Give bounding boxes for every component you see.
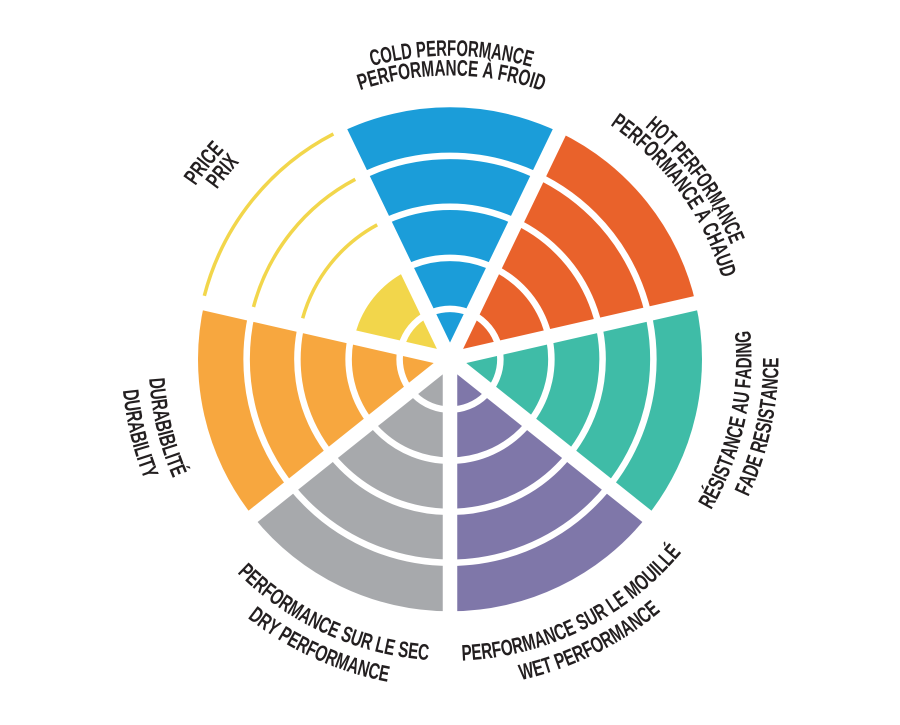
svg-text:M: M	[420, 57, 435, 82]
svg-text:D: D	[117, 388, 143, 402]
svg-text:C: C	[456, 57, 468, 82]
svg-text:R: R	[480, 639, 494, 665]
svg-text:U: U	[730, 390, 756, 404]
svg-text:I: I	[127, 439, 152, 450]
svg-text:I: I	[527, 69, 538, 94]
svg-text:P: P	[461, 641, 473, 666]
svg-text:R: R	[436, 37, 448, 62]
svg-text:P: P	[415, 38, 427, 64]
svg-text:F: F	[447, 37, 456, 62]
svg-text:C: C	[417, 640, 430, 665]
svg-text:E: E	[760, 357, 785, 368]
svg-text:A: A	[489, 40, 504, 66]
svg-text:R: R	[120, 409, 146, 424]
svg-text:I: I	[131, 452, 156, 464]
svg-text:S: S	[754, 407, 780, 421]
svg-text:R: R	[409, 58, 423, 84]
svg-text:C: C	[759, 367, 784, 379]
svg-text:E: E	[425, 37, 436, 62]
svg-text:D: D	[400, 39, 414, 65]
svg-text:D: D	[733, 357, 758, 368]
svg-text:E: E	[467, 57, 479, 82]
svg-text:R: R	[145, 398, 171, 413]
svg-text:D: D	[143, 377, 168, 390]
svg-text:I: I	[733, 353, 758, 358]
svg-text:U: U	[144, 387, 170, 401]
svg-text:A: A	[732, 367, 757, 379]
svg-text:I: I	[754, 416, 779, 425]
svg-text:N: N	[446, 57, 457, 82]
svg-text:M: M	[477, 38, 492, 64]
svg-text:N: N	[732, 342, 757, 354]
svg-text:R: R	[467, 37, 480, 63]
svg-text:F: F	[731, 378, 756, 390]
svg-text:A: A	[122, 419, 148, 435]
svg-text:T: T	[756, 398, 782, 411]
svg-text:M: M	[520, 630, 539, 657]
svg-text:W: W	[517, 658, 538, 685]
svg-text:F: F	[490, 638, 503, 664]
svg-text:N: N	[758, 377, 783, 390]
svg-text:A: A	[728, 401, 754, 416]
svg-text:U: U	[118, 399, 144, 413]
svg-text:O: O	[499, 636, 515, 662]
svg-text:O: O	[396, 60, 412, 86]
svg-text:E: E	[407, 639, 420, 665]
svg-text:B: B	[149, 418, 175, 434]
svg-text:A: A	[757, 388, 783, 402]
svg-text:S: S	[396, 638, 410, 664]
svg-text:À: À	[481, 58, 495, 85]
svg-text:O: O	[378, 43, 395, 70]
svg-text:R: R	[505, 63, 521, 89]
svg-text:A: A	[434, 57, 446, 82]
svg-text:N: N	[500, 41, 515, 67]
svg-text:I: I	[152, 428, 177, 438]
svg-text:G: G	[732, 330, 757, 344]
svg-text:A: A	[147, 408, 173, 424]
svg-text:O: O	[456, 37, 469, 62]
svg-text:E: E	[470, 640, 483, 665]
